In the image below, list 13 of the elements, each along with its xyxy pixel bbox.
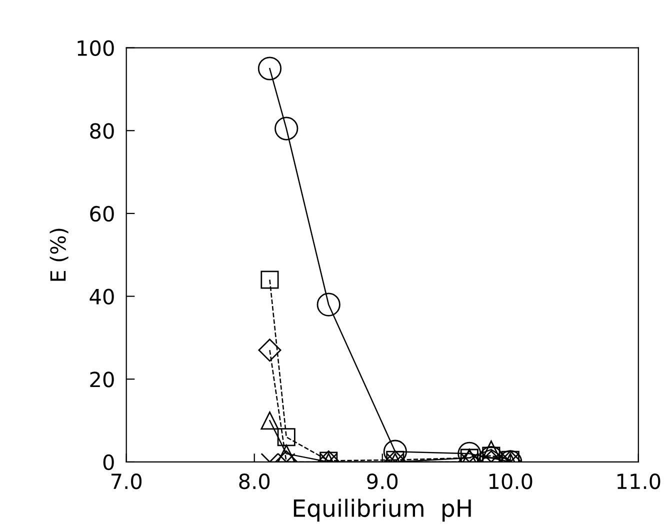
x-tick-label: 10.0	[489, 473, 532, 490]
y-tick-label: 40	[90, 288, 114, 305]
x-tick-label: 7.0	[111, 473, 142, 490]
y-tick-label: 60	[90, 206, 114, 222]
y-tick-label: 100	[78, 40, 114, 56]
y-axis-title: E (%)	[50, 228, 68, 281]
y-tick-label: 80	[90, 123, 114, 139]
x-tick-label: 11.0	[617, 473, 660, 490]
x-axis-title: Equilibrium pH	[294, 498, 471, 522]
y-tick-label: 0	[103, 454, 114, 470]
y-tick-label: 20	[90, 372, 114, 388]
x-tick-label: 8.0	[239, 473, 270, 490]
x-tick-label: 9.0	[367, 473, 398, 490]
